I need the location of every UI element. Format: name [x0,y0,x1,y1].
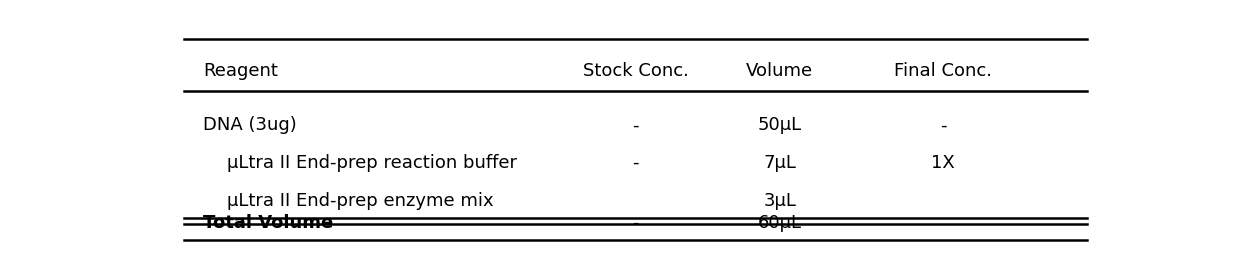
Text: Stock Conc.: Stock Conc. [583,62,688,80]
Text: -: - [940,116,946,134]
Text: Volume: Volume [746,62,813,80]
Text: Final Conc.: Final Conc. [894,62,992,80]
Text: μLtra II End-prep enzyme mix: μLtra II End-prep enzyme mix [227,192,494,210]
Text: DNA (3ug): DNA (3ug) [203,116,296,134]
Text: 3μL: 3μL [763,192,796,210]
Text: μLtra II End-prep reaction buffer: μLtra II End-prep reaction buffer [227,154,517,172]
Text: 60μL: 60μL [758,214,801,232]
Text: -: - [632,116,639,134]
Text: 50μL: 50μL [758,116,802,134]
Text: Total Volume: Total Volume [203,214,334,232]
Text: 7μL: 7μL [763,154,796,172]
Text: 1X: 1X [931,154,955,172]
Text: -: - [632,214,639,232]
Text: -: - [632,154,639,172]
Text: Reagent: Reagent [203,62,278,80]
